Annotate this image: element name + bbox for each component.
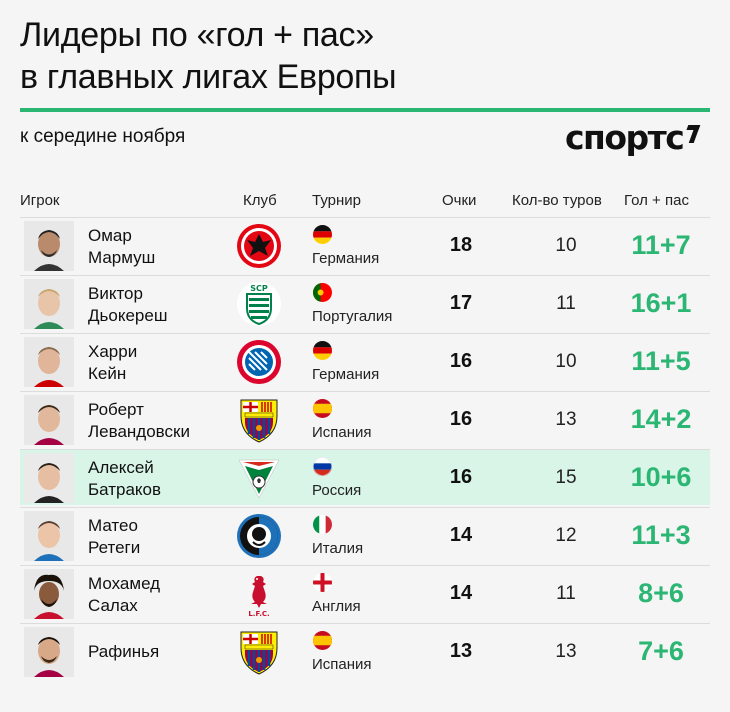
rounds-value: 13 bbox=[555, 641, 577, 662]
player-name: Виктор Дьокереш bbox=[88, 284, 168, 325]
barcelona-crest-icon bbox=[235, 396, 283, 444]
country-label: Англия bbox=[312, 598, 361, 615]
table-header: Игрок Клуб Турнир Очки Кол-во туров Гол … bbox=[0, 192, 730, 214]
player-photo-icon bbox=[24, 279, 74, 329]
germany-flag-icon bbox=[313, 225, 332, 244]
country-label: Италия bbox=[312, 540, 364, 557]
rounds-value: 13 bbox=[555, 409, 577, 430]
subtitle: к середине ноября bbox=[20, 126, 186, 147]
player-photo-icon bbox=[24, 395, 74, 445]
player-name: Алексей Батраков bbox=[88, 458, 162, 499]
portugal-flag-icon bbox=[313, 283, 332, 302]
goals-assists-value: 11+3 bbox=[631, 520, 691, 550]
country-label: Португалия bbox=[312, 308, 393, 325]
england-flag-icon bbox=[313, 573, 332, 592]
table-row: Омар Мармуш Германия 18 10 11+7 bbox=[20, 217, 710, 273]
germany-flag-icon bbox=[313, 341, 332, 360]
column-header-club: Клуб bbox=[243, 192, 277, 209]
column-header-player: Игрок bbox=[20, 192, 60, 209]
player-photo-icon bbox=[24, 627, 74, 677]
svg-text:L.F.C.: L.F.C. bbox=[248, 610, 269, 618]
player-photo-icon bbox=[24, 337, 74, 387]
page-title: Лидеры по «гол + пас» в главных лигах Ев… bbox=[20, 14, 620, 98]
liverpool-crest-icon: L.F.C. bbox=[235, 570, 283, 618]
player-photo-icon bbox=[24, 453, 74, 503]
sports-logo: спортс bbox=[565, 118, 701, 157]
player-name: Мохамед Салах bbox=[88, 574, 161, 615]
country-label: Испания bbox=[312, 656, 372, 673]
points-value: 17 bbox=[449, 292, 473, 314]
sporting-crest-icon: SCP bbox=[235, 280, 283, 328]
country-label: Германия bbox=[312, 366, 380, 383]
table-row: Харри Кейн Германия 16 10 11+5 bbox=[20, 333, 710, 389]
points-value: 16 bbox=[449, 408, 473, 430]
title-divider bbox=[20, 108, 710, 112]
russia-flag-icon bbox=[313, 457, 332, 476]
goals-assists-value: 11+5 bbox=[631, 346, 691, 376]
player-photo-icon bbox=[24, 569, 74, 619]
column-header-points: Очки bbox=[442, 192, 477, 209]
points-value: 18 bbox=[449, 234, 473, 256]
player-name: Харри Кейн bbox=[88, 342, 138, 383]
spain-flag-icon bbox=[313, 631, 332, 650]
logo-mark-icon bbox=[682, 125, 701, 143]
rounds-value: 11 bbox=[556, 293, 576, 314]
goals-assists-value: 8+6 bbox=[638, 578, 684, 608]
player-name: Матео Ретеги bbox=[88, 516, 141, 557]
rounds-value: 10 bbox=[555, 351, 577, 372]
atalanta-crest-icon bbox=[235, 512, 283, 560]
table-row: Виктор Дьокереш SCP Португалия 17 11 16+1 bbox=[20, 275, 710, 331]
points-value: 16 bbox=[449, 350, 473, 372]
country-label: Германия bbox=[312, 250, 380, 267]
barcelona-crest-icon bbox=[235, 628, 283, 676]
points-value: 14 bbox=[449, 582, 473, 604]
rounds-value: 10 bbox=[555, 235, 577, 256]
eintracht-frankfurt-crest-icon bbox=[235, 222, 283, 270]
player-name: Омар Мармуш bbox=[88, 226, 156, 267]
goals-assists-value: 7+6 bbox=[638, 636, 684, 666]
goals-assists-value: 14+2 bbox=[630, 404, 692, 434]
bayern-crest-icon bbox=[235, 338, 283, 386]
rounds-value: 11 bbox=[556, 583, 576, 604]
points-value: 13 bbox=[449, 640, 473, 662]
table-row: Роберт Левандовски Испания 16 13 14+2 bbox=[20, 391, 710, 447]
column-header-goals-assists: Гол + пас bbox=[624, 192, 689, 209]
table-row: Рафинья Испания 13 13 7+6 bbox=[20, 623, 710, 679]
player-name: Роберт Левандовски bbox=[88, 400, 190, 441]
player-photo-icon bbox=[24, 221, 74, 271]
points-value: 14 bbox=[449, 524, 473, 546]
table-row: Мохамед Салах L.F.C. Англия 14 11 8+6 bbox=[20, 565, 710, 621]
italy-flag-icon bbox=[313, 515, 332, 534]
title-line-1: Лидеры по «гол + пас» bbox=[20, 16, 374, 54]
country-label: Испания bbox=[312, 424, 372, 441]
goals-assists-value: 16+1 bbox=[630, 288, 692, 318]
svg-text:SCP: SCP bbox=[250, 284, 268, 293]
lokomotiv-crest-icon bbox=[235, 454, 283, 502]
goals-assists-value: 10+6 bbox=[630, 462, 692, 492]
rounds-value: 15 bbox=[555, 467, 577, 488]
goals-assists-value: 11+7 bbox=[631, 230, 691, 260]
title-line-2: в главных лигах Европы bbox=[20, 58, 397, 96]
country-label: Россия bbox=[312, 482, 362, 499]
table-row-highlighted: Алексей Батраков Россия 16 15 10+6 bbox=[20, 449, 710, 505]
spain-flag-icon bbox=[313, 399, 332, 418]
table-row: Матео Ретеги Италия 14 12 11+3 bbox=[20, 507, 710, 563]
rounds-value: 12 bbox=[555, 525, 577, 546]
column-header-tournament: Турнир bbox=[312, 192, 361, 209]
points-value: 16 bbox=[449, 466, 473, 488]
column-header-rounds: Кол-во туров bbox=[512, 192, 602, 209]
player-name: Рафинья bbox=[88, 642, 160, 661]
player-photo-icon bbox=[24, 511, 74, 561]
